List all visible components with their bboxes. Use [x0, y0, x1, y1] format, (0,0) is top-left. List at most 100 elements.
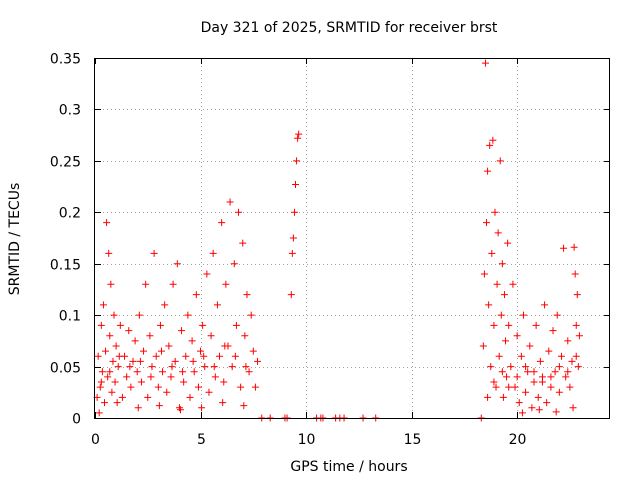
data-point: [127, 383, 135, 391]
x-tick-label: 20: [509, 432, 527, 448]
data-point: [295, 130, 303, 138]
data-point: [102, 347, 110, 355]
data-point: [140, 347, 148, 355]
data-point: [513, 373, 521, 381]
data-point: [517, 352, 525, 360]
data-point: [190, 368, 198, 376]
data-point: [239, 239, 247, 247]
data-point: [566, 383, 574, 391]
data-point: [543, 399, 551, 407]
data-point: [526, 342, 534, 350]
data-points: [93, 59, 583, 422]
data-point: [199, 321, 207, 329]
data-point: [570, 243, 578, 251]
data-point: [207, 332, 215, 340]
y-tick-label: 0.1: [59, 309, 81, 325]
data-point: [184, 311, 192, 319]
data-point: [504, 239, 512, 247]
data-point: [147, 373, 155, 381]
data-point: [555, 363, 563, 371]
data-point: [511, 383, 519, 391]
data-point: [163, 388, 171, 396]
data-point: [107, 280, 115, 288]
y-tick-label: 0.25: [50, 155, 81, 171]
data-point: [100, 399, 108, 407]
data-point: [553, 311, 561, 319]
data-point: [247, 311, 255, 319]
data-point: [197, 347, 205, 355]
data-point: [150, 249, 158, 257]
x-axis-label: GPS time / hours: [290, 459, 407, 475]
data-point: [106, 332, 114, 340]
data-point: [288, 249, 296, 257]
data-point: [188, 337, 196, 345]
data-point: [144, 393, 152, 401]
data-point: [205, 388, 213, 396]
data-point: [480, 270, 488, 278]
data-point: [106, 368, 114, 376]
data-point: [557, 352, 565, 360]
data-point: [111, 378, 119, 386]
data-point: [560, 244, 568, 252]
data-point: [126, 363, 134, 371]
data-point: [528, 404, 536, 412]
data-point: [98, 368, 106, 376]
data-point: [103, 219, 111, 227]
data-point: [167, 373, 175, 381]
data-point: [203, 270, 211, 278]
data-point: [249, 347, 257, 355]
data-point: [176, 406, 184, 414]
data-point: [108, 388, 116, 396]
data-point: [488, 249, 496, 257]
data-point: [155, 402, 163, 410]
data-point: [180, 378, 188, 386]
data-point: [178, 327, 186, 335]
data-point: [216, 352, 224, 360]
data-point: [104, 373, 112, 381]
data-point: [219, 399, 227, 407]
data-point: [551, 368, 559, 376]
data-point: [115, 352, 123, 360]
data-point: [169, 280, 177, 288]
data-point: [99, 301, 107, 309]
data-point: [485, 301, 493, 309]
data-point: [572, 352, 580, 360]
data-point: [245, 368, 253, 376]
data-point: [156, 321, 164, 329]
data-point: [218, 219, 226, 227]
data-point: [94, 352, 102, 360]
data-point: [491, 208, 499, 216]
data-point: [487, 363, 495, 371]
y-axis-label: SRMTID / TECUs: [7, 183, 23, 296]
data-point: [220, 378, 228, 386]
data-point: [243, 291, 251, 299]
x-tick-label: 10: [298, 432, 316, 448]
data-point: [168, 363, 176, 371]
data-point: [495, 352, 503, 360]
data-point: [507, 363, 515, 371]
data-point: [532, 321, 540, 329]
grid: [95, 58, 610, 418]
data-point: [241, 332, 249, 340]
data-point: [95, 409, 103, 417]
data-point: [509, 280, 517, 288]
data-point: [152, 352, 160, 360]
data-point: [484, 393, 492, 401]
axis-ticks: [95, 58, 610, 419]
data-point: [569, 404, 577, 412]
data-point: [182, 352, 190, 360]
data-point: [489, 136, 497, 144]
data-point: [186, 393, 194, 401]
data-point: [96, 383, 104, 391]
data-point: [484, 167, 492, 175]
data-point: [222, 280, 230, 288]
data-point: [490, 378, 498, 386]
data-point: [293, 157, 301, 165]
data-point: [522, 363, 530, 371]
data-point: [179, 368, 187, 376]
data-point: [221, 342, 229, 350]
data-point: [159, 368, 167, 376]
data-point: [137, 378, 145, 386]
x-tick-label: 15: [404, 432, 422, 448]
data-point: [549, 327, 557, 335]
